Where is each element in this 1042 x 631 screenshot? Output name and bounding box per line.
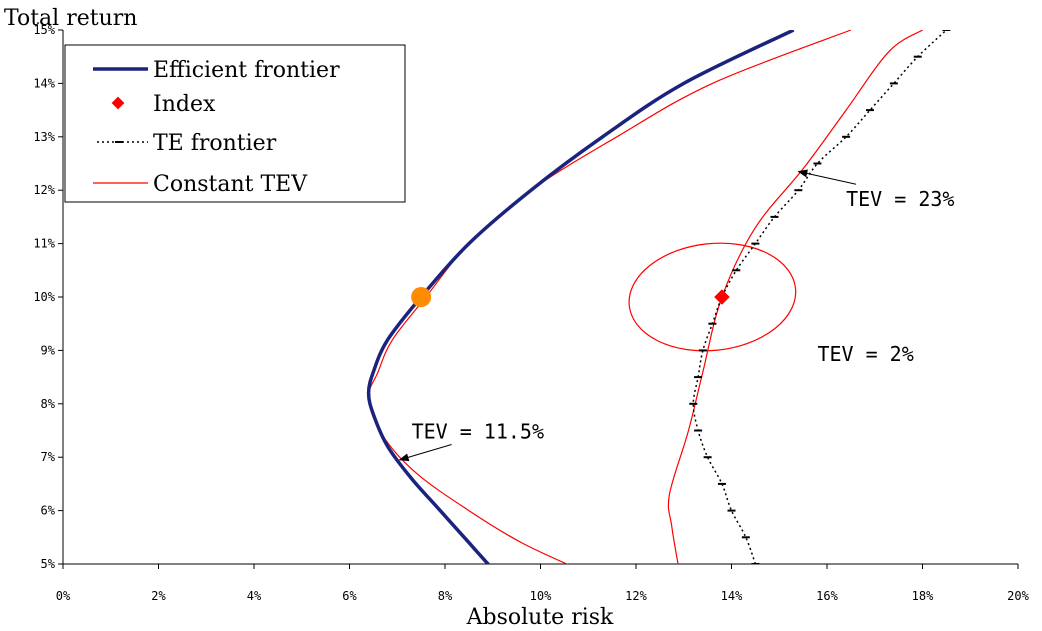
x-tick-label: 6% (342, 589, 357, 603)
optimal-portfolio-point (411, 287, 432, 307)
y-tick-label: 5% (41, 557, 56, 571)
x-tick-label: 8% (438, 589, 453, 603)
x-tick-label: 0% (56, 589, 71, 603)
x-tick-label: 12% (625, 589, 647, 603)
efficient-frontier-line (366, 30, 795, 564)
y-axis-title: Total return (4, 6, 137, 31)
annotation-arrow (398, 444, 452, 462)
x-tick-label: 2% (151, 589, 166, 603)
constant-tev-ellipse (628, 242, 797, 352)
plot-area: 5% 6% 7% 8% 9% 10% 11% 12% 13% 14% 15% 0% 2% 4% 6% 8% 10… (33, 23, 1029, 603)
legend-label-efficient-frontier: Efficient frontier (153, 58, 340, 83)
x-tick-label: 16% (816, 589, 838, 603)
annotation-label: TEV = 23% (846, 187, 954, 211)
y-tick-label: 15% (33, 23, 55, 37)
x-tick-label: 20% (1007, 589, 1029, 603)
legend-label-te-frontier: TE frontier (153, 131, 277, 156)
y-tick-label: 11% (33, 237, 55, 251)
index-marker (714, 289, 730, 305)
annotation-label: TEV = 2% (817, 342, 913, 366)
plot-series (366, 30, 951, 564)
y-tick-label: 10% (33, 290, 55, 304)
x-tick-label: 10% (530, 589, 552, 603)
y-tick-label: 12% (33, 183, 55, 197)
constant-tev-curve-0 (367, 30, 852, 564)
te-frontier-line (692, 30, 947, 564)
y-tick-label: 14% (33, 76, 55, 90)
legend-label-constant-tev: Constant TEV (153, 172, 308, 197)
x-tick-label: 4% (247, 589, 262, 603)
y-tick-label: 6% (41, 504, 56, 518)
y-tick-label: 9% (41, 343, 56, 357)
x-tick-label: 14% (721, 589, 743, 603)
y-tick-label: 13% (33, 130, 55, 144)
y-tick-label: 7% (41, 450, 56, 464)
legend-box (64, 44, 406, 203)
annotation-label: TEV = 11.5% (412, 420, 544, 444)
x-tick-label: 18% (912, 589, 934, 603)
legend-label-index: Index (153, 92, 216, 117)
annotation-arrow (797, 169, 857, 185)
legend: Efficient frontier Index TE frontier Con… (64, 44, 406, 203)
y-tick-label: 8% (41, 397, 56, 411)
x-axis-title: Absolute risk (466, 605, 614, 630)
